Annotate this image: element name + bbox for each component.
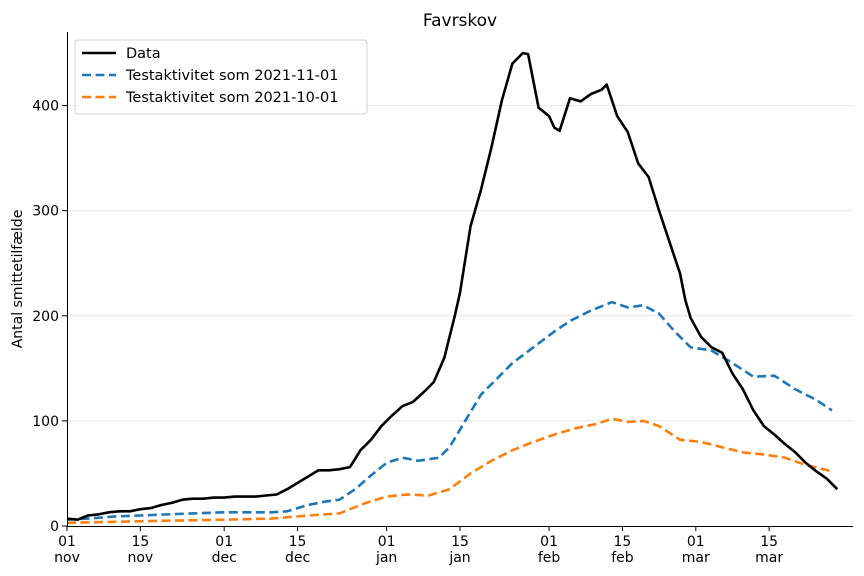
y-tick-label: 100 bbox=[32, 414, 59, 430]
x-tick-month-label: feb bbox=[611, 550, 634, 566]
x-tick-day-label: 15 bbox=[451, 534, 469, 550]
x-tick-day-label: 15 bbox=[131, 534, 149, 550]
x-tick-day-label: 01 bbox=[215, 534, 233, 550]
x-tick-month-label: jan bbox=[448, 550, 470, 566]
x-tick-month-label: mar bbox=[682, 550, 710, 566]
x-tick-day-label: 01 bbox=[58, 534, 76, 550]
x-ticks: 01nov15nov01dec15dec01jan15jan01feb15feb… bbox=[54, 526, 783, 566]
y-tick-label: 300 bbox=[32, 204, 59, 220]
x-tick-month-label: dec bbox=[285, 550, 310, 566]
series-line-2 bbox=[66, 417, 833, 525]
series-layer bbox=[66, 51, 839, 525]
x-tick-month-label: mar bbox=[755, 550, 783, 566]
x-tick-month-label: feb bbox=[538, 550, 561, 566]
legend-label-2: Testaktivitet som 2021-10-01 bbox=[125, 90, 339, 106]
x-tick-day-label: 01 bbox=[540, 534, 558, 550]
x-tick-day-label: 01 bbox=[687, 534, 705, 550]
x-tick-day-label: 15 bbox=[760, 534, 778, 550]
legend-box bbox=[74, 39, 368, 115]
x-tick-day-label: 01 bbox=[378, 534, 396, 550]
y-tick-label: 0 bbox=[50, 519, 59, 535]
y-axis-title: Antal smittetilfælde bbox=[10, 210, 26, 349]
x-tick-day-label: 15 bbox=[289, 534, 307, 550]
series-line-1 bbox=[66, 300, 833, 521]
series-line-0 bbox=[66, 51, 839, 521]
y-ticks: 0 100 200 300 400 bbox=[32, 99, 67, 535]
y-tick-label: 200 bbox=[32, 309, 59, 325]
y-gridlines bbox=[67, 105, 853, 422]
chart-title: Favrskov bbox=[423, 11, 497, 31]
legend-label-0: Data bbox=[126, 46, 161, 62]
x-tick-month-label: dec bbox=[212, 550, 237, 566]
legend: Data Testaktivitet som 2021-11-01 Testakti… bbox=[74, 39, 368, 115]
x-tick-month-label: nov bbox=[127, 550, 153, 566]
x-tick-month-label: jan bbox=[375, 550, 397, 566]
y-tick-label: 400 bbox=[32, 99, 59, 115]
x-tick-day-label: 15 bbox=[614, 534, 632, 550]
x-tick-month-label: nov bbox=[54, 550, 80, 566]
legend-label-1: Testaktivitet som 2021-11-01 bbox=[125, 68, 339, 84]
